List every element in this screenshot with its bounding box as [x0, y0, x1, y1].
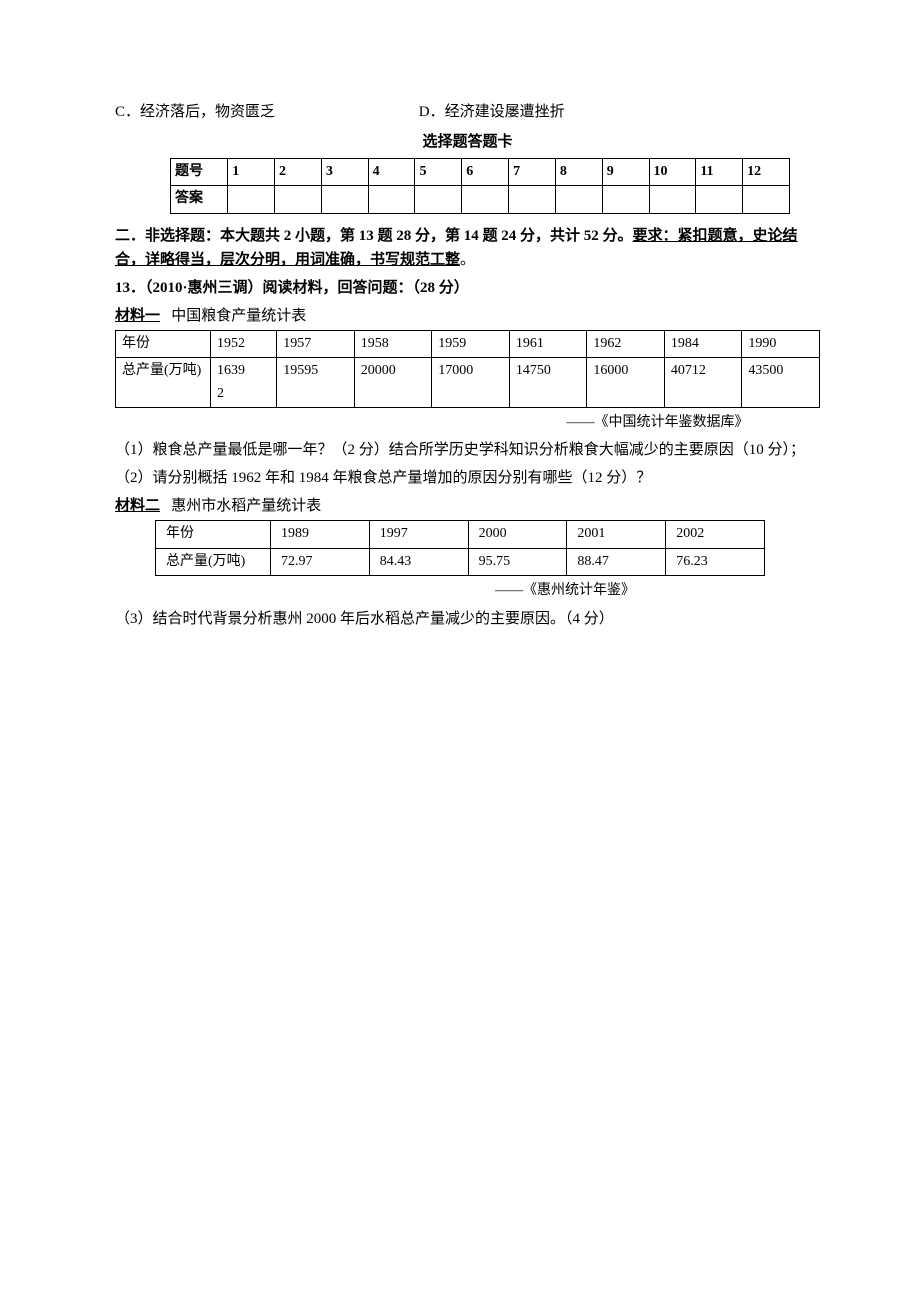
col-header: 1997: [369, 521, 468, 548]
options-row: C．经济落后，物资匮乏 D．经济建设屡遭挫折: [115, 100, 820, 124]
header-cell: 7: [509, 159, 556, 186]
req-label: 要求：: [633, 228, 678, 244]
source1: ——《中国统计年鉴数据库》: [495, 412, 820, 434]
section-prefix: 二．非选择题：本大题共 2 小题，第 13 题 28 分，第 14 题 24 分…: [115, 228, 633, 244]
answer-cell: [368, 186, 415, 213]
data-cell: 14750: [509, 358, 587, 408]
data-cell: 95.75: [468, 548, 567, 575]
period: 。: [460, 252, 475, 268]
answer-cell: [602, 186, 649, 213]
col-header: 1957: [277, 330, 355, 357]
data-cell: 17000: [432, 358, 510, 408]
col-header: 1962: [587, 330, 665, 357]
data-cell: 43500: [742, 358, 820, 408]
table-row: 年份 1952 1957 1958 1959 1961 1962 1984 19…: [116, 330, 820, 357]
answer-card-table: 题号 1 2 3 4 5 6 7 8 9 10 11 12 答案: [170, 158, 790, 214]
answer-cell: [228, 186, 275, 213]
answer-cell: [275, 186, 322, 213]
header-cell: 3: [321, 159, 368, 186]
col-header: 2001: [567, 521, 666, 548]
answer-cell: [649, 186, 696, 213]
col-header: 2002: [666, 521, 765, 548]
option-d: D．经济建设屡遭挫折: [419, 100, 565, 124]
col-header: 2000: [468, 521, 567, 548]
header-cell: 8: [555, 159, 602, 186]
material1-desc: 中国粮食产量统计表: [171, 308, 306, 324]
answer-cell: [555, 186, 602, 213]
material2-line: 材料二 惠州市水稻产量统计表: [115, 494, 820, 518]
col-header: 1984: [664, 330, 742, 357]
material1-label: 材料一: [115, 308, 160, 324]
data-cell: 72.97: [271, 548, 370, 575]
section-two-instructions: 二．非选择题：本大题共 2 小题，第 13 题 28 分，第 14 题 24 分…: [115, 224, 820, 272]
material2-label: 材料二: [115, 498, 160, 514]
header-cell: 11: [696, 159, 743, 186]
col-header: 年份: [156, 521, 271, 548]
rice-table: 年份 1989 1997 2000 2001 2002 总产量(万吨) 72.9…: [155, 520, 765, 576]
q13-header: 13．（2010·惠州三调）阅读材料，回答问题：（28 分）: [115, 276, 820, 300]
material2-desc: 惠州市水稻产量统计表: [171, 498, 321, 514]
q13-sub3: （3）结合时代背景分析惠州 2000 年后水稻总产量减少的主要原因。（4 分）: [115, 607, 820, 631]
data-cell: 19595: [277, 358, 355, 408]
material1-line: 材料一 中国粮食产量统计表: [115, 304, 820, 328]
col-header: 1959: [432, 330, 510, 357]
table-row: 总产量(万吨) 16392 19595 20000 17000 14750 16…: [116, 358, 820, 408]
row-label: 总产量(万吨): [116, 358, 211, 408]
data-cell: 84.43: [369, 548, 468, 575]
header-cell: 题号: [171, 159, 228, 186]
header-cell: 2: [275, 159, 322, 186]
header-cell: 1: [228, 159, 275, 186]
data-cell: 76.23: [666, 548, 765, 575]
data-cell: 88.47: [567, 548, 666, 575]
option-c: C．经济落后，物资匮乏: [115, 100, 415, 124]
data-cell: 20000: [354, 358, 432, 408]
answer-cell: [743, 186, 790, 213]
answer-cell: [462, 186, 509, 213]
answer-cell: [696, 186, 743, 213]
header-cell: 4: [368, 159, 415, 186]
header-cell: 9: [602, 159, 649, 186]
answer-card-title: 选择题答题卡: [115, 130, 820, 154]
grain-table: 年份 1952 1957 1958 1959 1961 1962 1984 19…: [115, 330, 820, 408]
table-row: 年份 1989 1997 2000 2001 2002: [156, 521, 765, 548]
data-cell: 40712: [664, 358, 742, 408]
table-row: 题号 1 2 3 4 5 6 7 8 9 10 11 12: [171, 159, 790, 186]
col-header: 1990: [742, 330, 820, 357]
answer-cell: [509, 186, 556, 213]
col-header: 年份: [116, 330, 211, 357]
data-cell: 16392: [211, 358, 277, 408]
header-cell: 5: [415, 159, 462, 186]
row-label: 总产量(万吨): [156, 548, 271, 575]
header-cell: 6: [462, 159, 509, 186]
q13-sub2: （2）请分别概括 1962 年和 1984 年粮食总产量增加的原因分别有哪些（1…: [115, 466, 820, 490]
header-cell: 10: [649, 159, 696, 186]
row-label: 答案: [171, 186, 228, 213]
col-header: 1958: [354, 330, 432, 357]
col-header: 1989: [271, 521, 370, 548]
source2: ——《惠州统计年鉴》: [495, 580, 820, 602]
table-row: 总产量(万吨) 72.97 84.43 95.75 88.47 76.23: [156, 548, 765, 575]
data-cell: 16000: [587, 358, 665, 408]
col-header: 1961: [509, 330, 587, 357]
table-row: 答案: [171, 186, 790, 213]
col-header: 1952: [211, 330, 277, 357]
answer-cell: [321, 186, 368, 213]
header-cell: 12: [743, 159, 790, 186]
q13-sub1: （1）粮食总产量最低是哪一年？（2 分）结合所学历史学科知识分析粮食大幅减少的主…: [115, 438, 820, 462]
answer-cell: [415, 186, 462, 213]
